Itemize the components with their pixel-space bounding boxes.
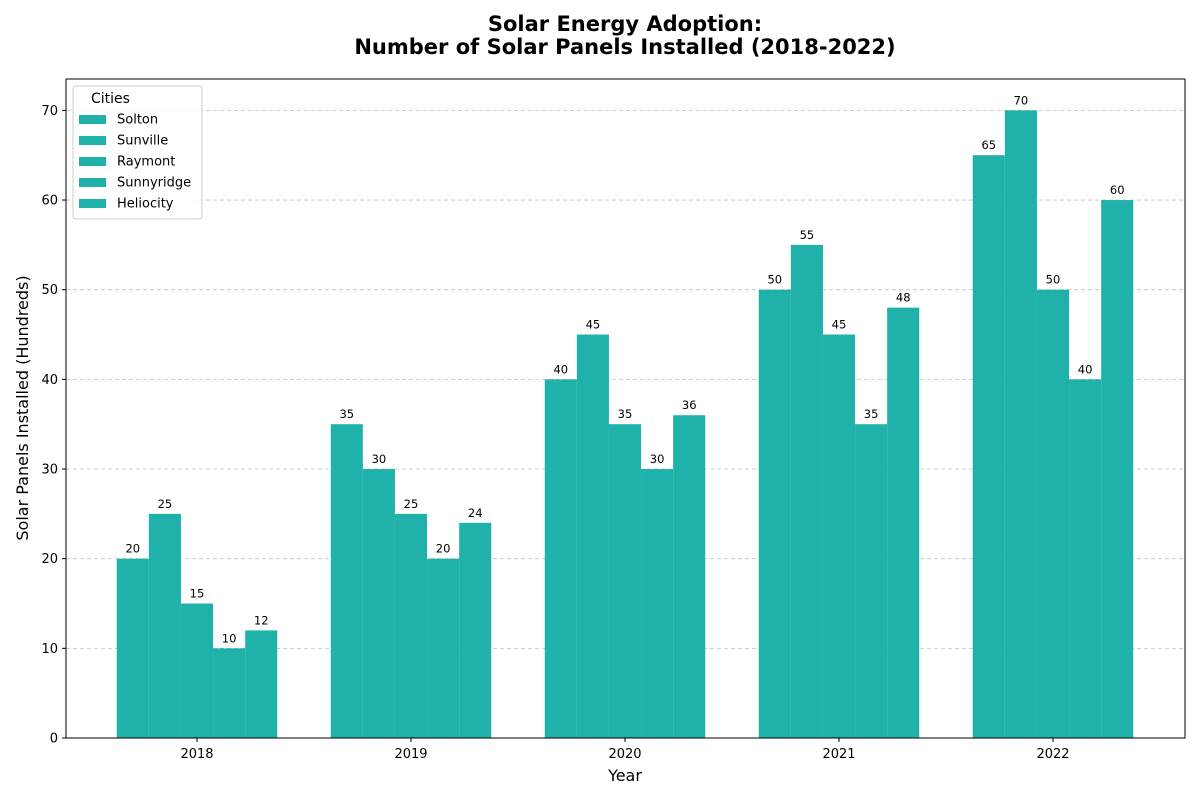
bar-value-label: 12 [254, 613, 269, 627]
bar-value-label: 24 [468, 506, 483, 520]
bar-value-label: 30 [372, 452, 387, 466]
bar-value-label: 15 [190, 587, 205, 601]
bar [459, 522, 492, 738]
bar [544, 379, 577, 738]
bar [180, 603, 214, 738]
bar [116, 558, 149, 738]
bar-value-label: 55 [800, 228, 815, 242]
y-tick-label: 30 [41, 463, 58, 478]
y-tick-label: 60 [41, 194, 58, 209]
bar [427, 558, 460, 738]
bar [362, 469, 395, 738]
x-tick-label: 2018 [180, 747, 213, 762]
bar [822, 334, 856, 738]
legend-swatch [79, 115, 106, 124]
bar [1069, 379, 1102, 738]
bar [641, 469, 674, 738]
x-tick-label: 2019 [394, 747, 427, 762]
legend-swatch [79, 178, 106, 187]
x-tick-label: 2022 [1036, 747, 1069, 762]
bar [394, 513, 428, 738]
y-tick-label: 70 [41, 104, 58, 119]
legend-swatch [79, 199, 106, 208]
x-tick-label: 2021 [822, 747, 855, 762]
y-tick-label: 20 [41, 552, 58, 567]
chart-title-line1: Solar Energy Adoption: [488, 12, 762, 36]
bar-value-label: 45 [832, 318, 847, 332]
bar [576, 334, 609, 738]
bar [1036, 289, 1070, 738]
bar [673, 415, 706, 738]
bar [972, 155, 1005, 739]
y-tick-label: 0 [50, 732, 58, 747]
bar-value-label: 35 [339, 407, 354, 421]
x-tick-label: 2020 [608, 747, 641, 762]
data-labels: 20 35 40 50 65 25 30 45 55 70 15 25 35 45 50 10 20 30 35 40… [125, 93, 1124, 645]
bar [1101, 200, 1134, 738]
bar-value-label: 50 [767, 273, 782, 287]
legend-title: Cities [91, 91, 130, 107]
bar-value-label: 65 [981, 138, 996, 152]
legend-swatch [79, 136, 106, 145]
y-axis: 0 10 20 30 40 50 60 70 [41, 104, 66, 747]
bar [608, 424, 642, 738]
legend-swatch [79, 157, 106, 166]
bar-value-label: 25 [404, 497, 419, 511]
bar [330, 424, 363, 738]
chart-title-line2: Number of Solar Panels Installed (2018-2… [354, 35, 895, 59]
bar-value-label: 20 [436, 542, 451, 556]
bar-value-label: 30 [650, 452, 665, 466]
legend-label: Solton [117, 113, 158, 128]
bar-value-label: 20 [125, 542, 140, 556]
y-tick-label: 10 [41, 642, 58, 657]
bar [1004, 110, 1037, 738]
bar [758, 289, 791, 738]
bar-value-label: 50 [1046, 273, 1061, 287]
bar-value-label: 36 [682, 398, 697, 412]
bar-value-label: 40 [1078, 362, 1093, 376]
y-tick-label: 50 [41, 283, 58, 298]
bar [245, 630, 278, 738]
bar-value-label: 40 [553, 362, 568, 376]
bar-value-label: 10 [222, 631, 237, 645]
y-tick-label: 40 [41, 373, 58, 388]
legend: Cities Solton Sunville Raymont Sunnyridge He… [72, 85, 203, 220]
bar [148, 513, 181, 738]
bars [116, 110, 1134, 739]
bar-value-label: 60 [1110, 183, 1125, 197]
legend-label: Sunville [117, 134, 168, 149]
legend-label: Raymont [117, 155, 175, 170]
y-axis-label: Solar Panels Installed (Hundreds) [13, 275, 32, 540]
bar [855, 424, 888, 738]
bar-value-label: 70 [1014, 93, 1029, 107]
x-axis: 2018 2019 2020 2021 2022 [180, 738, 1070, 762]
bar-value-label: 35 [618, 407, 633, 421]
bar-value-label: 48 [896, 291, 911, 305]
x-axis-label: Year [607, 766, 642, 785]
bar [213, 648, 246, 738]
bar-value-label: 25 [158, 497, 173, 511]
legend-label: Heliocity [117, 197, 174, 212]
legend-label: Sunnyridge [117, 176, 191, 191]
legend-items: Solton Sunville Raymont Sunnyridge Heliocity [79, 113, 191, 212]
bar-value-label: 45 [586, 318, 601, 332]
bar [887, 307, 920, 738]
bar [790, 244, 823, 739]
bar-value-label: 35 [864, 407, 879, 421]
